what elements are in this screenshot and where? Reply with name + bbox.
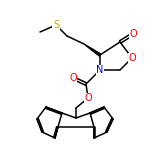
Text: N: N [96,65,104,75]
Text: O: O [129,29,137,39]
Text: S: S [53,20,59,30]
Text: O: O [128,53,136,63]
Text: O: O [84,93,92,103]
Polygon shape [84,44,101,56]
Text: O: O [69,73,77,83]
